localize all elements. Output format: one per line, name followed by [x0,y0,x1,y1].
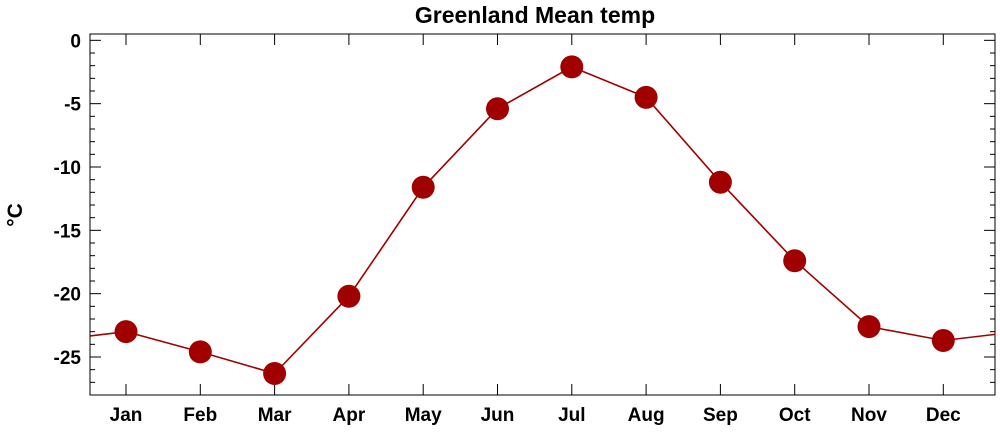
x-tick-label: Sep [703,405,738,426]
x-tick-label: Feb [183,405,217,426]
x-tick-label: Jul [558,405,585,426]
y-tick-label: -10 [54,158,81,179]
data-point-mar [263,361,287,385]
data-point-jul [560,55,584,79]
y-tick-label: 0 [70,31,81,52]
x-tick-label: May [405,405,442,426]
y-tick-label: -25 [54,348,82,369]
data-point-nov [857,315,881,339]
y-tick-label: -20 [54,285,81,306]
x-tick-label: Oct [779,405,811,426]
x-tick-label: Aug [628,405,665,426]
series-layer [90,66,995,375]
y-tick-label: -5 [64,95,81,116]
plot-frame [89,33,996,396]
data-point-jan [114,320,138,344]
y-tick-label: -15 [54,221,82,242]
series-line [90,66,995,375]
x-tick-label: Jun [481,405,515,426]
data-point-jun [486,97,509,121]
labels-layer: 0 -5 -10 -15 -20 -25 Jan Feb Mar Apr May Jun Jul Aug S… [54,31,962,426]
data-point-aug [634,85,658,109]
x-tick-label: Nov [851,405,887,426]
data-point-oct [783,249,807,273]
data-point-dec [931,329,955,353]
x-tick-label: Jan [110,405,143,426]
markers-layer [114,55,955,385]
data-point-apr [337,284,361,308]
x-tick-label: Mar [258,405,292,426]
chart-title: Greenland Mean temp [415,2,655,28]
data-point-may [411,175,435,199]
x-tick-label: Dec [926,405,961,426]
x-tick-label: Apr [333,405,366,426]
y-axis-label: °C [4,203,27,227]
data-point-sep [708,170,732,194]
ticks-layer [90,34,995,396]
data-point-feb [188,340,212,364]
